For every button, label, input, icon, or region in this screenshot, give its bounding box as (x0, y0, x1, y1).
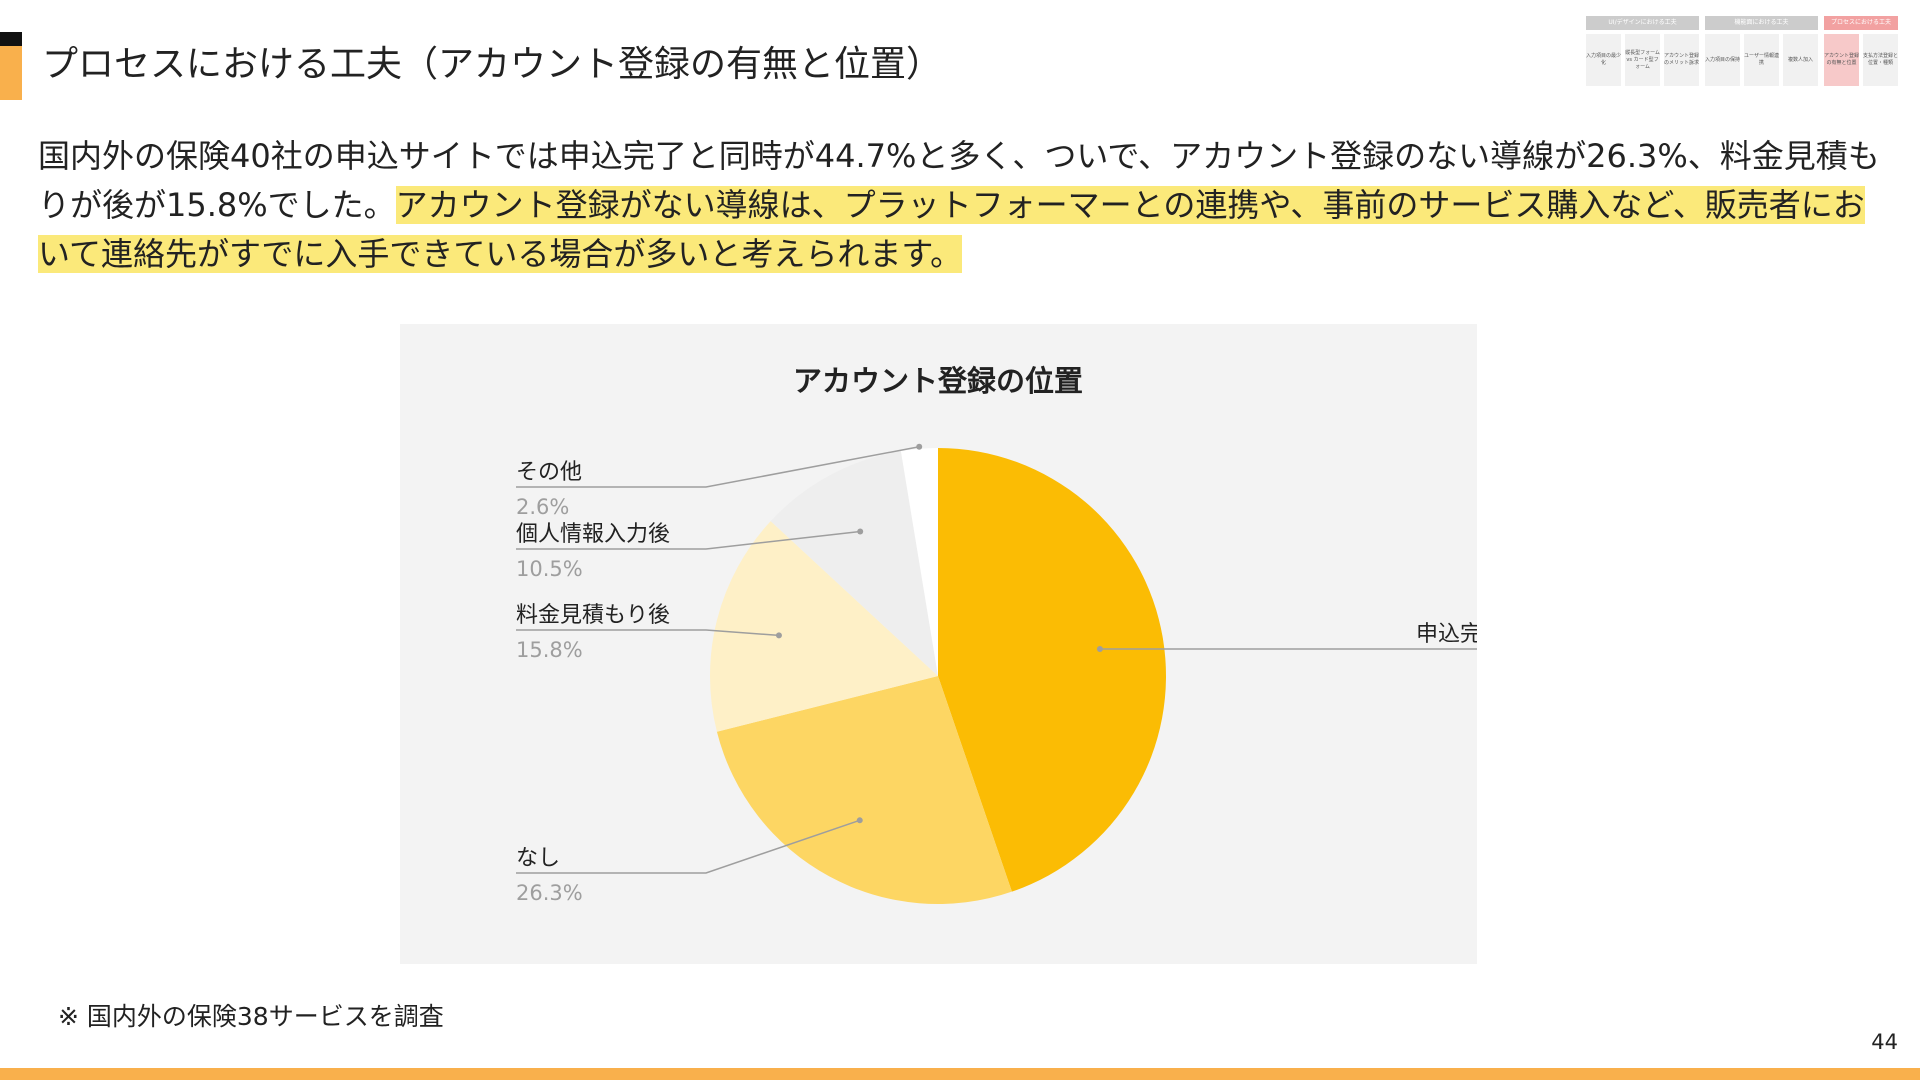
slice-value-その他: 2.6% (516, 495, 569, 519)
section-nav-map: UI/デザインにおける工夫 入力項目の最少化 縦長型フォーム vs カード型フォ… (1586, 16, 1898, 90)
leader-dot-申込完了と同時 (1096, 646, 1103, 653)
chart-title: アカウント登録の位置 (793, 364, 1083, 398)
page-number: 44 (1871, 1030, 1898, 1054)
leader-line-なし (516, 819, 860, 874)
nav-cell: 支払方法登録と位置・種類 (1863, 34, 1898, 86)
leader-dot-その他 (916, 443, 923, 450)
pie-slices (710, 448, 1166, 904)
slice-value-料金見積もり後: 15.8% (516, 638, 583, 662)
bottom-accent-bar (0, 1068, 1920, 1080)
pie-slice-申込完了と同時 (938, 448, 1166, 892)
nav-group-process: プロセスにおける工夫 アカウント登録の有無と位置 支払方法登録と位置・種類 (1824, 16, 1898, 90)
slice-label-なし: なし (516, 846, 560, 871)
leader-line-その他 (516, 446, 920, 488)
nav-group-ui-design: UI/デザインにおける工夫 入力項目の最少化 縦長型フォーム vs カード型フォ… (1586, 16, 1699, 90)
pie-slice-その他 (900, 448, 938, 676)
slice-value-なし: 26.3% (516, 881, 583, 905)
title-accent-black (0, 32, 22, 46)
slice-label-申込完了と同時: 申込完了と同時 (1416, 622, 1477, 647)
slice-label-個人情報入力後: 個人情報入力後 (516, 522, 670, 547)
chart-panel: アカウント登録の位置 申込完了と同時44.7%なし26.3%料金見積もり後15.… (400, 324, 1477, 964)
body-paragraph: 国内外の保険40社の申込サイトでは申込完了と同時が44.7%と多く、ついで、アカ… (38, 132, 1888, 279)
nav-group-label: 機能面における工夫 (1705, 16, 1818, 30)
nav-group-label: プロセスにおける工夫 (1824, 16, 1898, 30)
nav-cell: ユーザー情報連携 (1744, 34, 1779, 86)
pie-chart: アカウント登録の位置 申込完了と同時44.7%なし26.3%料金見積もり後15.… (516, 364, 1477, 905)
leader-dot-個人情報入力後 (857, 528, 864, 535)
slice-label-料金見積もり後: 料金見積もり後 (516, 603, 670, 628)
slice-value-個人情報入力後: 10.5% (516, 557, 583, 581)
footnote: ※ 国内外の保険38サービスを調査 (58, 1002, 444, 1031)
body-text-plain: 国内外の保険40社の申込サイトでは申込完了と同時が44.7%と多く、ついで、アカ… (38, 137, 1880, 224)
leader-line-料金見積もり後 (516, 629, 779, 637)
nav-cell: 入力項目の最少化 (1586, 34, 1621, 86)
pie-labels: 申込完了と同時44.7%なし26.3%料金見積もり後15.8%個人情報入力後10… (516, 443, 1477, 905)
leader-dot-なし (856, 817, 863, 824)
nav-group-label: UI/デザインにおける工夫 (1586, 16, 1699, 30)
nav-cell: 縦長型フォーム vs カード型フォーム (1625, 34, 1660, 86)
leader-line-個人情報入力後 (516, 530, 861, 550)
nav-cell-active: アカウント登録の有無と位置 (1824, 34, 1859, 86)
nav-cell: 入力項目の保持 (1705, 34, 1740, 86)
slice-label-その他: その他 (516, 460, 582, 485)
leader-dot-料金見積もり後 (775, 632, 782, 639)
pie-slice-なし (716, 676, 1012, 904)
nav-cell: アカウント登録のメリット訴求 (1664, 34, 1699, 86)
pie-slice-個人情報入力後 (770, 451, 938, 676)
title-accent-orange (0, 46, 22, 100)
nav-cell: 複数人加入 (1783, 34, 1818, 86)
page-title: プロセスにおける工夫（アカウント登録の有無と位置） (42, 44, 943, 85)
pie-slice-料金見積もり後 (710, 521, 938, 732)
nav-group-function: 機能面における工夫 入力項目の保持 ユーザー情報連携 複数人加入 (1705, 16, 1818, 90)
